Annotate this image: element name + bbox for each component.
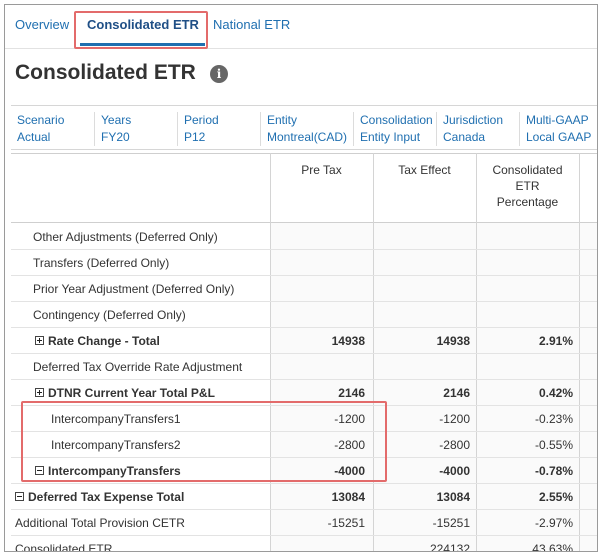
row-label: IntercompanyTransfers1 <box>51 412 181 426</box>
table-row[interactable]: Rate Change - Total 14938 14938 2.91% <box>11 328 597 354</box>
pov-value: Canada <box>443 130 486 144</box>
pov-scenario[interactable]: Scenario Actual <box>11 112 93 146</box>
cell-tax-effect[interactable]: 224132 <box>429 542 470 552</box>
active-tab-underline <box>80 43 205 46</box>
pov-label: Years <box>101 113 132 127</box>
pov-label: Consolidation <box>360 113 433 127</box>
row-label: Rate Change - Total <box>48 334 160 348</box>
pov-entity[interactable]: Entity Montreal(CAD) <box>260 112 352 146</box>
cetr-header-line: Consolidated <box>492 163 563 177</box>
etr-grid: Pre Tax Tax Effect Consolidated ETR Perc… <box>11 153 597 552</box>
col-header-tax-effect: Tax Effect <box>398 163 451 177</box>
row-label: Deferred Tax Expense Total <box>28 490 185 504</box>
cell-tax-effect[interactable]: 2146 <box>443 386 470 400</box>
table-row[interactable]: IntercompanyTransfers2 -2800 -2800 -0.55… <box>11 432 597 458</box>
pov-consolidation[interactable]: Consolidation Entity Input <box>353 112 435 146</box>
cell-pre-tax[interactable]: -4000 <box>334 464 365 478</box>
pov-bar: Scenario Actual Years FY20 Period P12 En… <box>11 105 597 150</box>
cell-pre-tax[interactable]: -2800 <box>334 438 365 452</box>
column-divider <box>476 153 477 551</box>
tab-bar: Overview Consolidated ETR National ETR <box>5 5 597 49</box>
data-area <box>270 223 597 551</box>
cell-cetr-pct[interactable]: -0.55% <box>534 438 573 452</box>
pov-value: Montreal(CAD) <box>267 130 348 144</box>
cell-cetr-pct[interactable]: 43.63% <box>532 542 573 552</box>
cell-pre-tax[interactable]: 13084 <box>331 490 365 504</box>
tab-consolidated-etr[interactable]: Consolidated ETR <box>87 17 199 32</box>
table-row[interactable]: Other Adjustments (Deferred Only) <box>11 224 597 250</box>
cell-pre-tax[interactable]: 14938 <box>331 334 365 348</box>
row-label: Consolidated ETR <box>15 542 113 552</box>
info-icon[interactable]: i <box>210 65 228 83</box>
tab-overview[interactable]: Overview <box>15 17 70 32</box>
table-row[interactable]: Prior Year Adjustment (Deferred Only) <box>11 276 597 302</box>
row-label: Additional Total Provision CETR <box>15 516 185 530</box>
pov-value: P12 <box>184 130 206 144</box>
row-label: Deferred Tax Override Rate Adjustment <box>33 360 243 374</box>
pov-value: Entity Input <box>360 130 421 144</box>
table-row[interactable]: Consolidated ETR 224132 43.63% <box>11 536 597 552</box>
cell-tax-effect[interactable]: -15251 <box>432 516 470 530</box>
table-row[interactable]: IntercompanyTransfers -4000 -4000 -0.78% <box>11 458 597 484</box>
pov-label: Period <box>184 113 219 127</box>
pov-label: Scenario <box>17 113 65 127</box>
pov-label: Entity <box>267 113 298 127</box>
page-title: Consolidated ETR <box>15 61 196 84</box>
column-divider <box>579 153 580 551</box>
cell-pre-tax[interactable]: -15251 <box>327 516 365 530</box>
table-row[interactable]: DTNR Current Year Total P&L 2146 2146 0.… <box>11 380 597 406</box>
pov-period[interactable]: Period P12 <box>177 112 259 146</box>
row-label: Transfers (Deferred Only) <box>33 256 170 270</box>
intercompany-highlight-annotation <box>21 401 387 482</box>
column-divider <box>373 153 374 551</box>
app-frame: Overview Consolidated ETR National ETR C… <box>4 4 598 552</box>
expand-icon[interactable] <box>35 388 44 398</box>
cell-cetr-pct[interactable]: 0.42% <box>538 386 573 400</box>
expand-icon[interactable] <box>35 336 44 346</box>
col-header-pre-tax: Pre Tax <box>301 163 342 177</box>
row-label: Other Adjustments (Deferred Only) <box>33 230 218 244</box>
tab-national-etr[interactable]: National ETR <box>213 17 291 32</box>
pov-label: Jurisdiction <box>443 113 504 127</box>
cell-tax-effect[interactable]: -2800 <box>439 438 470 452</box>
cell-cetr-pct[interactable]: -0.23% <box>534 412 573 426</box>
collapse-icon[interactable] <box>35 466 44 476</box>
tab-highlight-annotation <box>74 11 208 49</box>
row-label: DTNR Current Year Total P&L <box>48 386 215 400</box>
pov-jurisdiction[interactable]: Jurisdiction Canada <box>436 112 518 146</box>
row-label: Prior Year Adjustment (Deferred Only) <box>33 282 235 296</box>
grid-header: Pre Tax Tax Effect Consolidated ETR Perc… <box>11 153 597 223</box>
pov-value: FY20 <box>101 130 130 144</box>
pov-years[interactable]: Years FY20 <box>94 112 176 146</box>
cetr-header-line: Percentage <box>496 195 559 209</box>
cell-tax-effect[interactable]: -4000 <box>439 464 470 478</box>
cell-pre-tax[interactable]: -1200 <box>334 412 365 426</box>
pov-multi-gaap[interactable]: Multi-GAAP Local GAAP <box>519 112 597 146</box>
cell-cetr-pct[interactable]: -0.78% <box>534 464 573 478</box>
pov-value: Actual <box>17 130 51 144</box>
col-header-cetr: Consolidated ETR Percentage <box>476 162 579 210</box>
pov-value: Local GAAP <box>526 130 592 144</box>
table-row[interactable]: Deferred Tax Expense Total 13084 13084 2… <box>11 484 597 510</box>
table-row[interactable]: Additional Total Provision CETR -15251 -… <box>11 510 597 536</box>
cell-tax-effect[interactable]: 14938 <box>436 334 470 348</box>
pov-label: Multi-GAAP <box>526 113 589 127</box>
table-row[interactable]: Contingency (Deferred Only) <box>11 302 597 328</box>
row-label: Contingency (Deferred Only) <box>33 308 186 322</box>
table-row[interactable]: Deferred Tax Override Rate Adjustment <box>11 354 597 380</box>
table-row[interactable]: Transfers (Deferred Only) <box>11 250 597 276</box>
cell-cetr-pct[interactable]: 2.55% <box>538 490 573 504</box>
cell-tax-effect[interactable]: -1200 <box>439 412 470 426</box>
cell-tax-effect[interactable]: 13084 <box>436 490 470 504</box>
collapse-icon[interactable] <box>15 492 24 502</box>
row-label: IntercompanyTransfers <box>48 464 181 478</box>
cell-pre-tax[interactable]: 2146 <box>338 386 365 400</box>
row-label: IntercompanyTransfers2 <box>51 438 181 452</box>
table-row[interactable]: IntercompanyTransfers1 -1200 -1200 -0.23… <box>11 406 597 432</box>
cell-cetr-pct[interactable]: 2.91% <box>538 334 573 348</box>
cetr-header-line: ETR <box>515 179 540 193</box>
cell-cetr-pct[interactable]: -2.97% <box>534 516 573 530</box>
column-divider <box>270 153 271 551</box>
